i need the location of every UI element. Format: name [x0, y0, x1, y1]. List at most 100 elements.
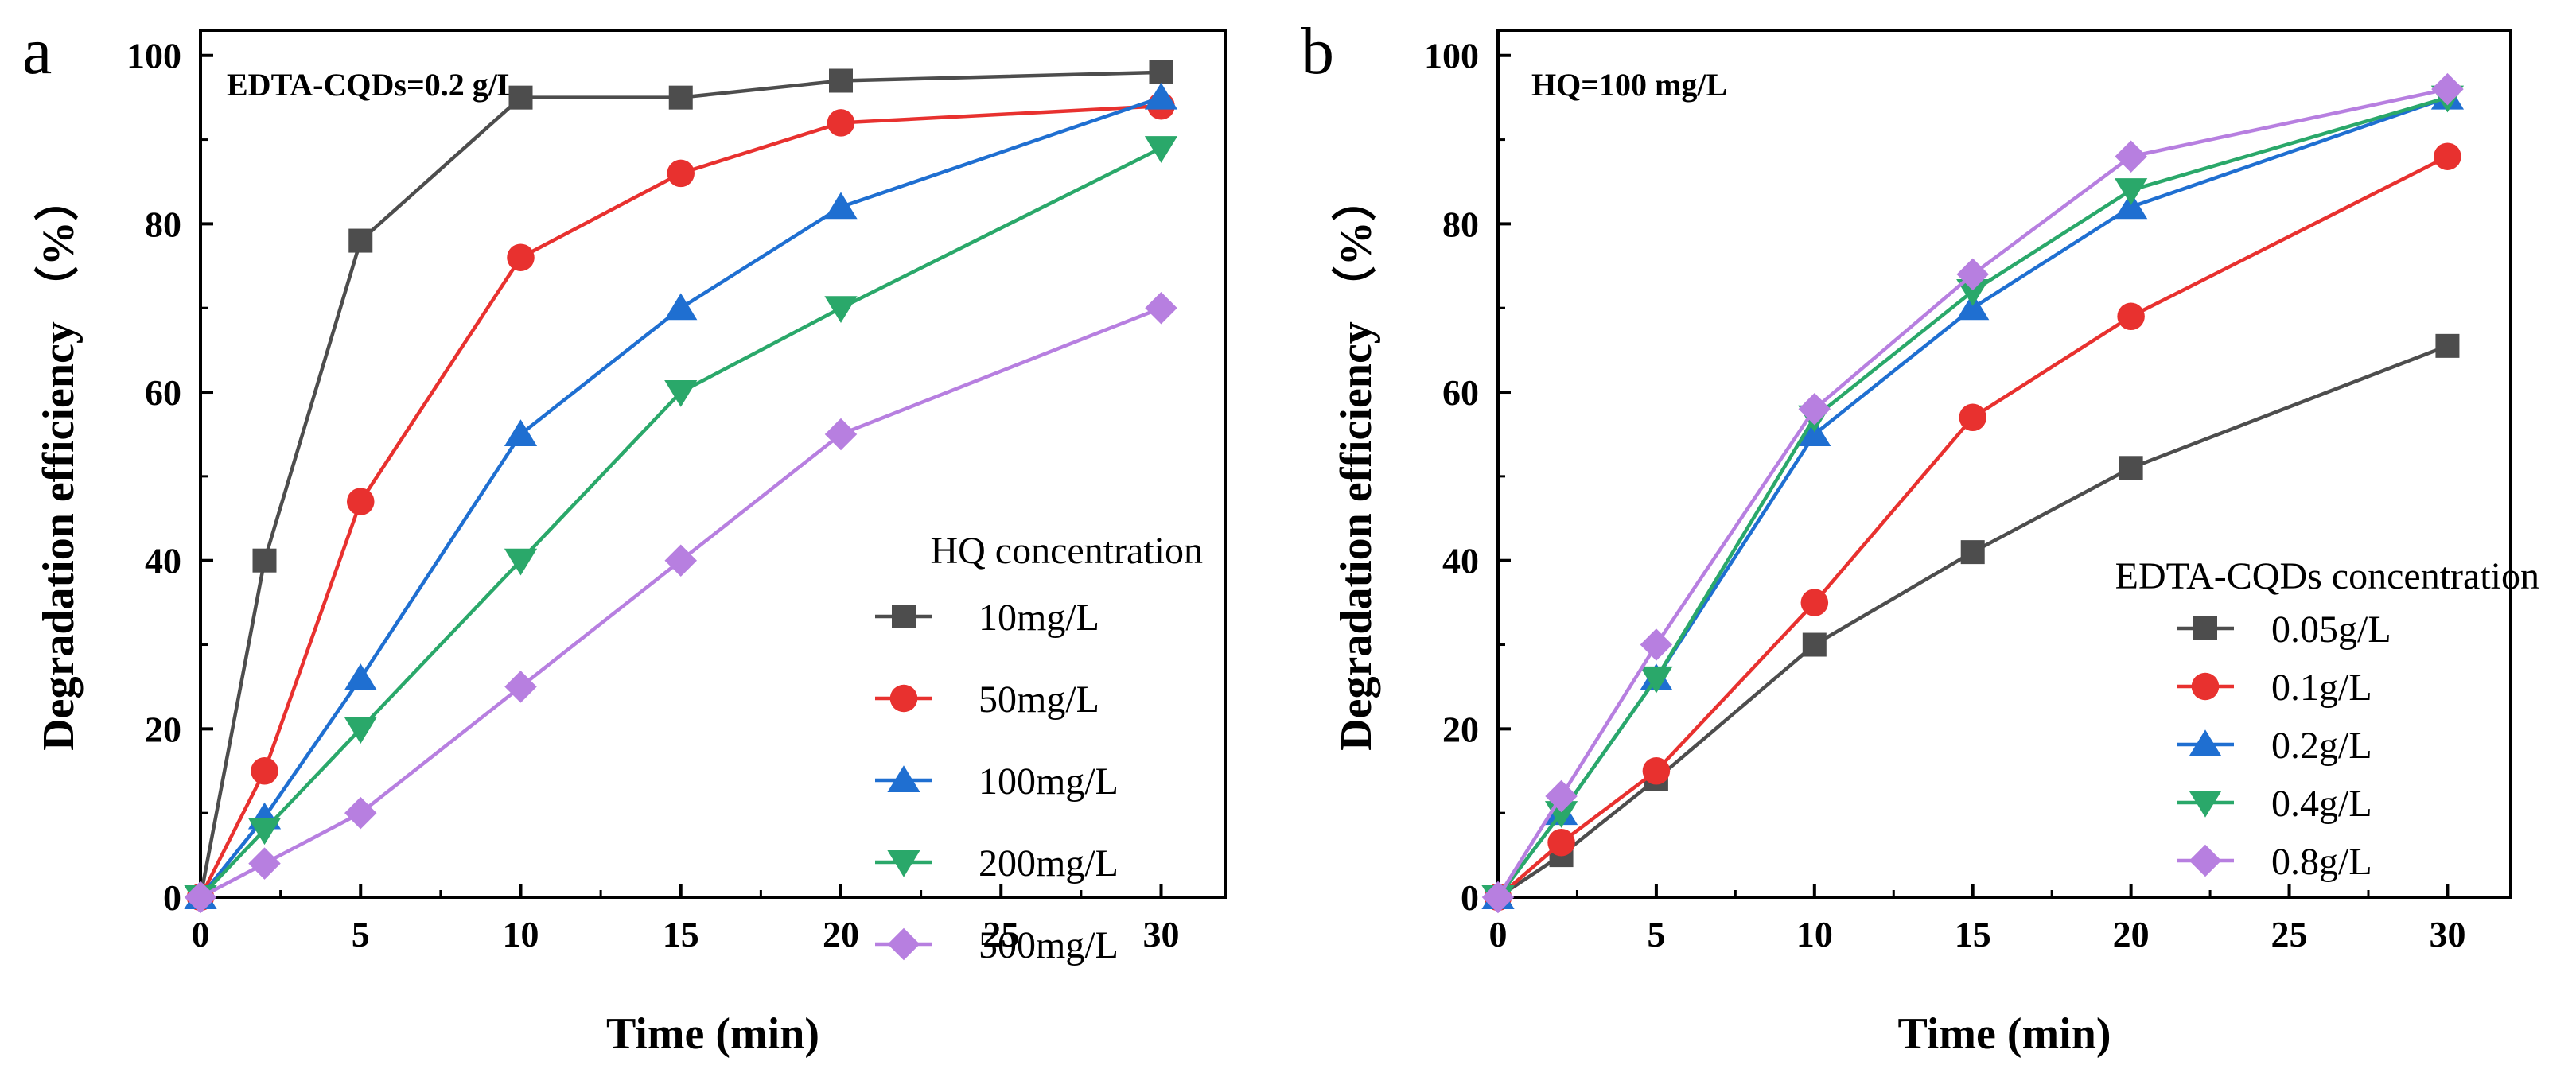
legend: EDTA-CQDs concentration 0.05g/L 0.1g/L 0.2g…: [2115, 555, 2539, 883]
legend-marker: [2191, 672, 2220, 701]
data-point: [2115, 140, 2147, 173]
x-tick-label: 10: [1796, 914, 1833, 954]
data-point: [1956, 293, 1990, 321]
legend-label: 0.1g/L: [2271, 667, 2372, 709]
data-point: [2115, 192, 2148, 220]
x-tick-label: 0: [1489, 914, 1508, 954]
legend-marker: [887, 927, 920, 961]
plot-frame: [1496, 29, 2512, 899]
data-point: [1481, 881, 1515, 914]
data-point: [344, 796, 377, 830]
legend-item: 0.05g/L: [2177, 608, 2391, 651]
y-axis-title: Degradation efficiency （%）: [1331, 177, 1381, 751]
legend-marker: [2189, 729, 2222, 756]
data-point: [1798, 392, 1831, 426]
data-point: [2117, 302, 2145, 331]
data-point: [344, 663, 377, 690]
series-line: [1496, 95, 2449, 899]
chart-panel-b: b 0 5 10 15 20 25 30 0 20 40 60 80 100 Time (min) Degra…: [1301, 14, 2539, 1059]
y-tick-label: 20: [1442, 709, 1479, 749]
panel-letter: a: [22, 14, 52, 88]
legend-item: 0.4g/L: [2177, 783, 2372, 825]
data-point: [248, 847, 281, 880]
data-point: [1640, 628, 1673, 661]
legend-label: 0.05g/L: [2271, 608, 2391, 651]
data-point: [667, 159, 695, 188]
legend-marker: [2189, 844, 2222, 877]
data-point: [664, 544, 697, 577]
y-tick-label: 100: [126, 36, 181, 76]
chart-panel-a: a 0 5 10 15 20 25 30 0 20 40 60 80 100 Time (min) Degra…: [22, 14, 1227, 1059]
y-tick-label: 20: [145, 709, 181, 749]
data-point: [668, 85, 693, 110]
legend-item: 0.8g/L: [2177, 841, 2372, 883]
series-500mg/L: [184, 291, 1177, 914]
legend-marker: [892, 605, 916, 628]
data-point: [348, 228, 373, 253]
data-point: [1642, 757, 1671, 785]
x-axis-title: Time (min): [1897, 1009, 2111, 1059]
y-tick-label: 60: [145, 372, 181, 413]
data-point: [504, 419, 538, 446]
legend-label: 200mg/L: [979, 842, 1119, 884]
data-point: [1149, 60, 1173, 84]
y-tick-label: 0: [163, 877, 181, 918]
data-point: [824, 296, 858, 323]
y-tick-label: 80: [145, 204, 181, 244]
data-point: [1144, 136, 1178, 163]
data-point: [184, 881, 217, 914]
data-point: [1956, 279, 1990, 306]
series-line: [1496, 95, 2449, 899]
data-point: [1956, 258, 1989, 291]
legend: HQ concentration 10mg/L 50mg/L 100mg/L 200mg…: [875, 530, 1203, 966]
x-axis-title: Time (min): [606, 1009, 819, 1059]
data-point: [251, 757, 278, 785]
legend-item: 500mg/L: [875, 924, 1119, 966]
x-tick-label: 5: [1647, 914, 1665, 954]
legend-label: 500mg/L: [979, 924, 1119, 966]
legend-item: 0.1g/L: [2177, 667, 2372, 709]
data-point: [2434, 142, 2461, 170]
data-point: [1959, 403, 1986, 432]
y-tick-label: 60: [1442, 372, 1479, 413]
legend-marker: [2189, 791, 2222, 818]
x-tick-label: 25: [2271, 914, 2308, 954]
legend-marker: [887, 765, 920, 792]
legend-title: EDTA-CQDs concentration: [2115, 555, 2539, 597]
data-point: [2435, 333, 2460, 358]
legend-item: 10mg/L: [875, 597, 1099, 639]
data-point: [1145, 291, 1177, 325]
y-tick-label: 100: [1424, 36, 1479, 76]
data-point: [504, 548, 538, 576]
legend-label: 0.2g/L: [2271, 725, 2372, 767]
data-point: [1545, 779, 1578, 813]
legend-label: 50mg/L: [979, 678, 1099, 721]
x-tick-label: 15: [1955, 914, 1991, 954]
x-tick-label: 20: [2113, 914, 2150, 954]
data-point: [1144, 82, 1178, 110]
panel-letter: b: [1301, 14, 1334, 88]
data-point: [827, 109, 855, 137]
data-point: [508, 85, 533, 110]
plot-frame: [199, 29, 1227, 899]
condition-annotation: EDTA-CQDs=0.2 g/L: [227, 67, 519, 103]
data-point: [664, 380, 698, 407]
data-point: [2115, 178, 2148, 205]
data-point: [1547, 828, 1575, 857]
x-tick-label: 25: [983, 914, 1019, 954]
data-point: [829, 68, 853, 93]
legend-marker: [887, 850, 920, 877]
legend-title: HQ concentration: [930, 530, 1203, 572]
data-point: [1640, 666, 1673, 694]
series-line: [1496, 87, 2448, 899]
legend-item: 0.2g/L: [2177, 725, 2372, 767]
y-tick-label: 0: [1461, 877, 1479, 918]
condition-annotation: HQ=100 mg/L: [1531, 67, 1727, 103]
data-point: [252, 548, 277, 573]
series-50mg/L: [186, 91, 1175, 912]
y-tick-label: 80: [1442, 204, 1479, 244]
data-point: [1802, 632, 1827, 657]
legend-item: 200mg/L: [875, 842, 1119, 884]
data-point: [664, 293, 698, 321]
